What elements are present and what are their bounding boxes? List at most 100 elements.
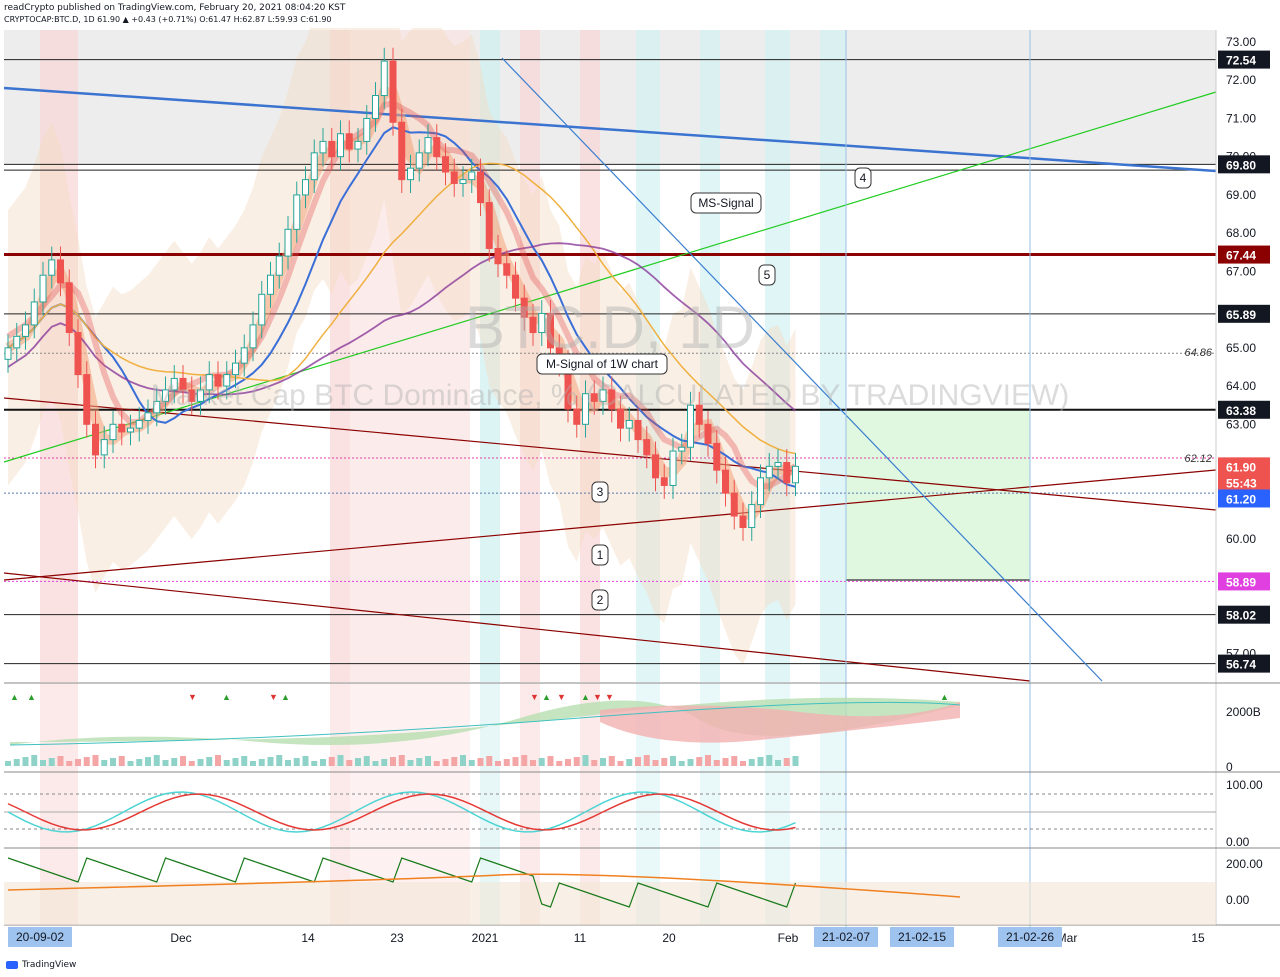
volume-bar	[328, 757, 335, 766]
candle-body	[713, 442, 721, 471]
x-badge-text-2: 21-02-15	[898, 930, 946, 944]
volume-bar	[451, 757, 458, 766]
candle-body	[704, 423, 712, 444]
volume-bar	[311, 761, 318, 766]
candle-body	[127, 427, 134, 433]
candle-body	[792, 465, 799, 484]
signal-arrow-9: ▲	[581, 692, 590, 702]
signal-arrow-4: ▼	[269, 692, 278, 702]
price-badge-text-4: 63.38	[1226, 404, 1256, 418]
volume-bar	[153, 755, 160, 766]
footer: TradingView	[0, 952, 1280, 977]
volume-bar	[792, 756, 799, 766]
candle-body	[188, 389, 196, 402]
volume-bar	[250, 761, 256, 766]
y-tick-12: 69.00	[1226, 188, 1256, 202]
candle-body	[757, 477, 764, 506]
volume-bar	[83, 757, 90, 766]
volume-bar	[512, 757, 519, 766]
volume-bar	[40, 760, 46, 766]
volume-bar	[75, 759, 81, 766]
volume-bar	[678, 761, 685, 766]
volume-bar	[267, 757, 274, 766]
candle-body	[328, 140, 336, 158]
candle-body	[109, 423, 117, 441]
volume-bar	[713, 760, 720, 766]
signal-arrow-2: ▼	[188, 692, 197, 702]
x-tick-2: 23	[390, 931, 404, 945]
vol-zero: 0	[1226, 760, 1233, 774]
price-badge-8	[1218, 572, 1270, 591]
candle-body	[170, 377, 178, 391]
volume-bar	[390, 757, 396, 766]
candle-body	[398, 121, 406, 181]
volume-bar	[766, 755, 773, 766]
volume-bar	[188, 761, 195, 766]
volume-bar	[101, 760, 108, 766]
volume-bar	[635, 757, 641, 766]
stoch-k	[7, 791, 796, 833]
price-badge-7	[1218, 489, 1270, 508]
y-tick-7: 64.00	[1226, 379, 1256, 393]
x-tick-0: Dec	[170, 931, 191, 945]
candle-body	[197, 389, 204, 402]
candle-body	[468, 171, 476, 181]
x-badge-3	[998, 927, 1062, 947]
volume-bar	[92, 755, 99, 766]
volume-bar	[600, 758, 606, 766]
y-tick-14: 71.00	[1226, 111, 1256, 125]
price-badge-4	[1218, 400, 1270, 419]
candle-body	[774, 462, 782, 467]
volume-bar	[337, 755, 344, 766]
candle-body	[345, 133, 353, 150]
candle-body	[319, 140, 327, 154]
candle-body	[459, 179, 467, 184]
candle-body	[380, 60, 388, 97]
volume-bar	[565, 759, 571, 766]
volume-bar	[398, 755, 405, 766]
candle-body	[512, 274, 519, 299]
candle-body	[249, 324, 257, 349]
x-badge-0	[8, 927, 72, 947]
ms-signal-callout-text: MS-Signal	[698, 196, 753, 210]
volume-bar	[276, 755, 283, 766]
trend-lines	[3, 30, 1217, 935]
x-badge-1	[814, 927, 878, 947]
candle-body	[372, 95, 379, 119]
x-tick-8: 15	[1191, 931, 1205, 945]
volume-bar	[215, 755, 221, 766]
stoch-top: 100.00	[1226, 778, 1263, 792]
volume-bar	[608, 756, 615, 766]
y-tick-16: 73.00	[1226, 35, 1256, 49]
volume-bar	[320, 759, 326, 766]
watermark-symbol: BTC.D, 1D	[465, 294, 755, 361]
chart-svg[interactable]: BTC.D, 1D Market Cap BTC Dominance, % (C…	[0, 28, 1280, 952]
volume-bar	[136, 759, 143, 766]
x-tick-6: Feb	[778, 931, 799, 945]
volume-bar	[31, 755, 38, 766]
volume-bar	[503, 759, 510, 766]
candle-body	[573, 408, 581, 425]
volume-bar	[232, 758, 239, 766]
candle-body	[695, 404, 703, 425]
ma-purple	[7, 242, 797, 412]
x-badge-text-0: 20-09-02	[16, 930, 64, 944]
price-badge-3	[1218, 304, 1270, 323]
stoch-panel	[4, 791, 1216, 833]
green-box	[845, 408, 1031, 581]
volume-bar	[740, 761, 746, 766]
volume-bar	[748, 759, 755, 766]
volume-bar	[547, 756, 554, 766]
watermark-name: Market Cap BTC Dominance, % (CALCULATED …	[151, 379, 1070, 412]
candle-body	[415, 152, 423, 169]
candle-body	[232, 362, 239, 376]
candle-body	[783, 462, 791, 484]
ticker-line: CRYPTOCAP:BTC.D, 1D 61.90 ▲ +0.43 (+0.71…	[4, 15, 332, 24]
volume-bar	[5, 761, 11, 766]
volume-bar	[145, 757, 151, 766]
price-badge-6	[1218, 473, 1270, 492]
candle-body	[144, 412, 152, 421]
volume-bar	[197, 759, 204, 766]
signal-arrow-8: ▼	[557, 692, 566, 702]
